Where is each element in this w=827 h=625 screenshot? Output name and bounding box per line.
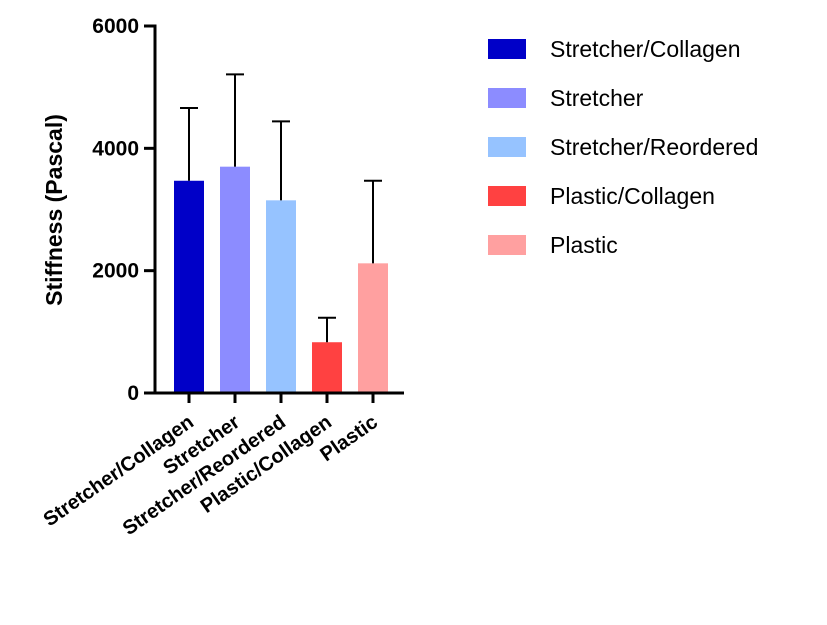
- bars-layer: [174, 166, 388, 393]
- y-axis-title: Stiffness (Pascal): [41, 114, 67, 306]
- legend-label: Plastic: [550, 232, 618, 258]
- y-tick-label: 6000: [92, 15, 139, 38]
- bar: [312, 342, 342, 393]
- legend-label: Stretcher: [550, 85, 644, 111]
- legend-swatch: [488, 186, 526, 206]
- legend-swatch: [488, 39, 526, 59]
- legend-item: Plastic: [488, 232, 618, 258]
- bar: [266, 200, 296, 393]
- bar: [220, 166, 250, 393]
- legend: Stretcher/Collagen Stretcher Stretcher/Reo…: [488, 36, 758, 258]
- legend-label: Stretcher/Collagen: [550, 36, 741, 62]
- legend-swatch: [488, 137, 526, 157]
- bar: [358, 263, 388, 393]
- legend-swatch: [488, 88, 526, 108]
- bar: [174, 180, 204, 393]
- legend-swatch: [488, 235, 526, 255]
- y-tick-label: 0: [127, 382, 139, 405]
- legend-label: Stretcher/Reordered: [550, 134, 758, 160]
- error-bars-layer: [180, 73, 382, 343]
- legend-item: Stretcher: [488, 85, 644, 111]
- legend-item: Stretcher/Collagen: [488, 36, 741, 62]
- legend-item: Stretcher/Reordered: [488, 134, 758, 160]
- y-tick-label: 4000: [92, 137, 139, 160]
- y-tick-label: 2000: [92, 260, 139, 283]
- legend-label: Plastic/Collagen: [550, 183, 715, 209]
- legend-item: Plastic/Collagen: [488, 183, 715, 209]
